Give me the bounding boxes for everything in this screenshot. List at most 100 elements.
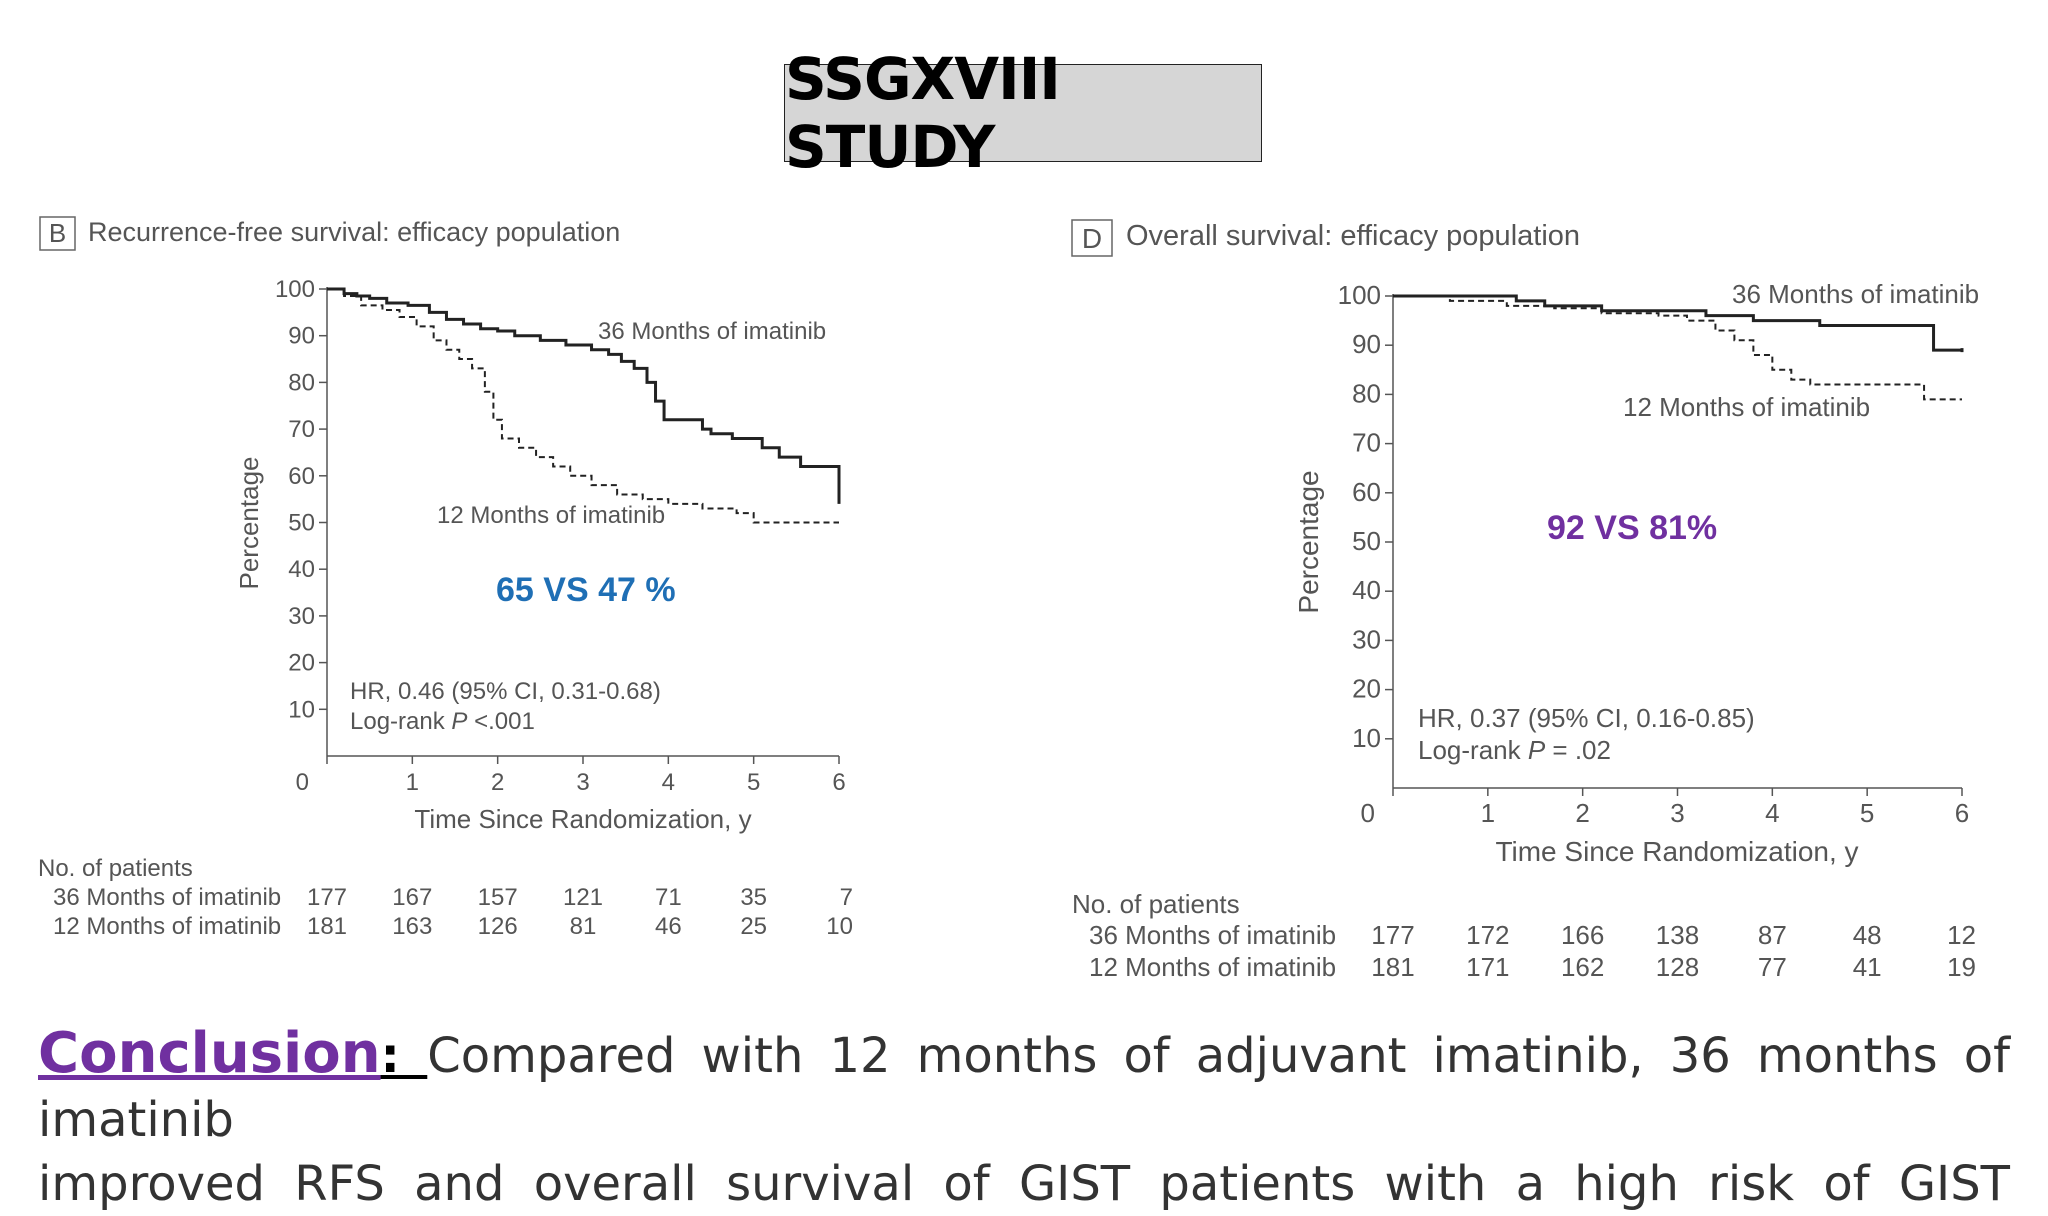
risk-table-cell: 121 [563, 884, 603, 911]
x-tick-label: 5 [747, 769, 760, 796]
risk-table-cell: 181 [1371, 952, 1414, 982]
risk-table-cell: 177 [307, 884, 347, 911]
conclusion-paragraph: Conclusion: Compared with 12 months of a… [38, 1022, 2010, 1216]
y-tick-label: 60 [288, 463, 315, 490]
chart-panel-b: B Recurrence-free survival: efficacy popu… [38, 216, 853, 940]
y-tick-label: 30 [288, 603, 315, 630]
panel-letter: B [49, 218, 66, 248]
y-tick-label: 70 [1352, 428, 1381, 458]
origin-label: 0 [296, 769, 309, 796]
panel-letter-box [1071, 219, 1113, 257]
conclusion-line-2: improved RFS and overall survival of GIS… [38, 1156, 2010, 1212]
series-label-36-months: 36 Months of imatinib [598, 318, 826, 345]
hazard-ratio-text: HR, 0.46 (95% CI, 0.31-0.68) [350, 678, 661, 705]
x-tick-label: 2 [1575, 798, 1589, 828]
y-tick-label: 20 [288, 650, 315, 677]
y-tick-label: 100 [1338, 280, 1381, 310]
risk-table-cell: 12 [1947, 920, 1976, 950]
y-tick-label: 30 [1352, 624, 1381, 654]
risk-table-cell: 35 [740, 884, 767, 911]
risk-table-cell: 71 [655, 884, 682, 911]
x-tick-label: 1 [1481, 798, 1495, 828]
conclusion-colon: : [380, 1028, 428, 1084]
risk-table-row-label: 12 Months of imatinib [53, 913, 281, 940]
risk-table-cell: 81 [570, 913, 597, 940]
y-tick-label: 40 [288, 556, 315, 583]
x-tick-label: 6 [832, 769, 845, 796]
logrank-text: Log-rank P = .02 [1418, 735, 1611, 765]
comparison-annotation: 92 VS 81% [1547, 509, 1717, 547]
y-axis-label: Percentage [1293, 470, 1324, 613]
hazard-ratio-text: HR, 0.37 (95% CI, 0.16-0.85) [1418, 703, 1755, 733]
panel-letter: D [1082, 223, 1102, 254]
y-tick-label: 20 [1352, 674, 1381, 704]
panel-letter-box [39, 216, 76, 251]
comparison-annotation: 65 VS 47 % [496, 571, 676, 609]
x-tick-label: 3 [1670, 798, 1684, 828]
conclusion-line-1: Compared with 12 months of adjuvant imat… [38, 1028, 2011, 1148]
x-tick-label: 5 [1860, 798, 1874, 828]
x-tick-label: 2 [491, 769, 504, 796]
risk-table-cell: 162 [1561, 952, 1604, 982]
y-axis-label: Percentage [234, 457, 264, 590]
risk-table-cell: 172 [1466, 920, 1509, 950]
slide-title-box: SSGXVIII STUDY [784, 45, 1262, 181]
y-tick-label: 50 [288, 510, 315, 537]
risk-table-cell: 77 [1758, 952, 1787, 982]
x-tick-label: 1 [406, 769, 419, 796]
risk-table-cell: 25 [740, 913, 767, 940]
risk-table-cell: 166 [1561, 920, 1604, 950]
risk-table-cell: 46 [655, 913, 682, 940]
y-tick-label: 80 [1352, 378, 1381, 408]
x-tick-label: 6 [1955, 798, 1969, 828]
risk-table-cell: 157 [478, 884, 518, 911]
series-label-12-months: 12 Months of imatinib [1623, 392, 1870, 422]
y-tick-label: 10 [1352, 723, 1381, 753]
risk-table-cell: 177 [1371, 920, 1414, 950]
origin-label: 0 [1361, 798, 1375, 828]
y-tick-label: 90 [1352, 329, 1381, 359]
y-tick-label: 90 [288, 323, 315, 350]
risk-table-header: No. of patients [1072, 889, 1240, 919]
risk-table-cell: 87 [1758, 920, 1787, 950]
risk-table-cell: 163 [392, 913, 432, 940]
risk-table-cell: 138 [1656, 920, 1699, 950]
risk-table-cell: 126 [478, 913, 518, 940]
risk-table-cell: 19 [1947, 952, 1976, 982]
risk-table-cell: 128 [1656, 952, 1699, 982]
chart-title: Overall survival: efficacy population [1126, 220, 1580, 252]
chart-title: Recurrence-free survival: efficacy popul… [88, 217, 620, 247]
conclusion-label: Conclusion [38, 1021, 381, 1086]
chart-panel-d: D Overall survival: efficacy population10… [1071, 219, 1979, 982]
y-tick-label: 10 [288, 696, 315, 723]
y-tick-label: 80 [288, 369, 315, 396]
y-tick-label: 60 [1352, 477, 1381, 507]
series-line-12-months [327, 288, 839, 524]
x-axis-label: Time Since Randomization, y [1495, 836, 1858, 867]
risk-table-row-label: 36 Months of imatinib [53, 884, 281, 911]
series-line-12-months [1393, 295, 1962, 401]
x-tick-label: 4 [1765, 798, 1779, 828]
survival-charts: B Recurrence-free survival: efficacy popu… [38, 216, 1979, 982]
risk-table-cell: 41 [1853, 952, 1882, 982]
risk-table-cell: 181 [307, 913, 347, 940]
logrank-text: Log-rank P <.001 [350, 708, 535, 735]
series-label-36-months: 36 Months of imatinib [1732, 279, 1979, 309]
x-tick-label: 3 [576, 769, 589, 796]
series-line-36-months [1393, 294, 1962, 352]
slide-title: SSGXVIII STUDY [785, 45, 1061, 181]
series-line-36-months [327, 287, 841, 504]
y-tick-label: 100 [275, 276, 315, 303]
series-label-12-months: 12 Months of imatinib [437, 502, 665, 529]
risk-table-cell: 171 [1466, 952, 1509, 982]
x-tick-label: 4 [662, 769, 675, 796]
y-tick-label: 50 [1352, 526, 1381, 556]
y-tick-label: 40 [1352, 575, 1381, 605]
risk-table-header: No. of patients [38, 855, 193, 882]
risk-table-cell: 10 [826, 913, 853, 940]
risk-table-cell: 7 [840, 884, 853, 911]
x-axis-label: Time Since Randomization, y [414, 804, 751, 834]
risk-table-cell: 48 [1853, 920, 1882, 950]
risk-table-row-label: 36 Months of imatinib [1089, 920, 1336, 950]
risk-table-row-label: 12 Months of imatinib [1089, 952, 1336, 982]
